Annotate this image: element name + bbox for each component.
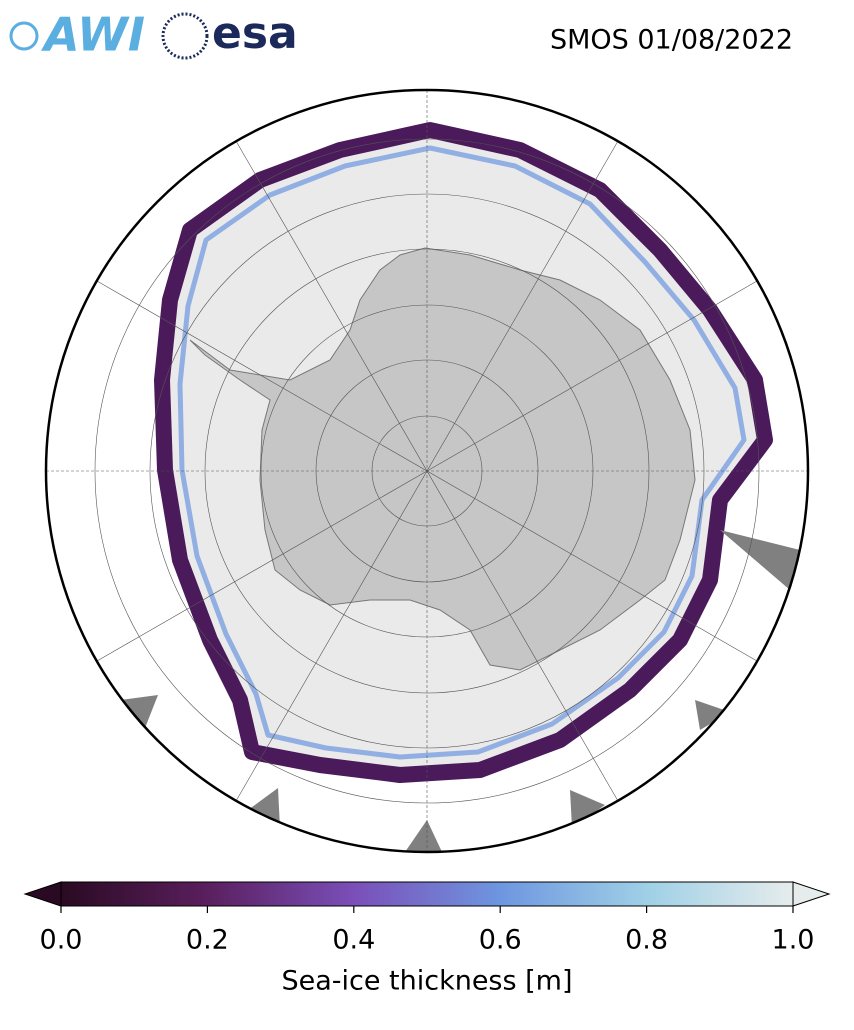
graticule	[46, 90, 808, 852]
colorbar-label: Sea-ice thickness [m]	[281, 966, 572, 997]
map-border	[44, 88, 810, 854]
tick-label: 0.2	[186, 925, 229, 956]
awi-icon	[9, 21, 39, 51]
tick-label: 0.0	[40, 925, 83, 956]
antarctica	[189, 247, 696, 671]
ice-band	[177, 145, 747, 760]
tick-label: 0.6	[479, 925, 522, 956]
tick-label: 1.0	[772, 925, 815, 956]
logos: AWI esa	[9, 8, 298, 62]
colorbar-body	[60, 881, 794, 907]
map	[46, 90, 808, 852]
colorbar: 0.0 0.2 0.4 0.6 0.8 1.0	[23, 881, 831, 956]
awi-logo: AWI	[41, 8, 145, 62]
extend-high	[792, 881, 831, 907]
esa-icon	[161, 12, 209, 60]
title: SMOS 01/08/2022	[550, 25, 793, 56]
extend-low	[23, 881, 62, 907]
esa-logo: esa	[212, 8, 298, 59]
tick-label: 0.8	[625, 925, 668, 956]
tick-label: 0.4	[332, 925, 375, 956]
